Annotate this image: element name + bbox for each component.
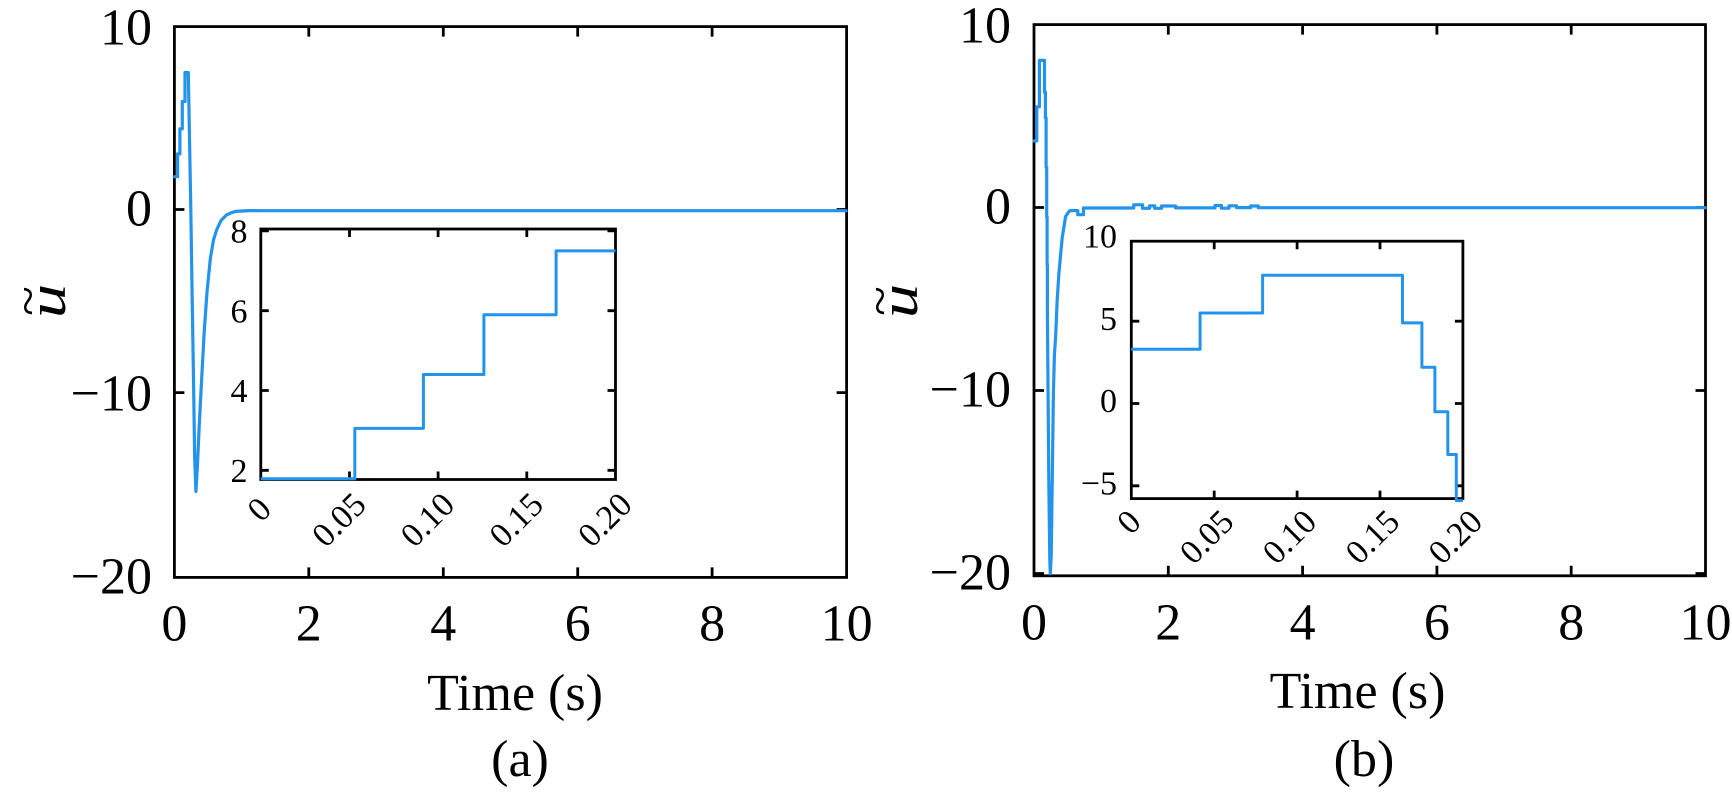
svg-text:u: u <box>18 284 77 319</box>
svg-text:−10: −10 <box>71 366 152 423</box>
svg-text:0: 0 <box>161 595 187 652</box>
svg-text:6: 6 <box>231 293 248 330</box>
svg-text:u: u <box>870 284 929 319</box>
svg-text:0: 0 <box>1021 595 1047 652</box>
svg-text:5: 5 <box>1100 301 1117 338</box>
svg-text:10: 10 <box>959 0 1011 54</box>
svg-text:0: 0 <box>985 178 1011 235</box>
svg-text:~: ~ <box>854 286 908 316</box>
svg-text:(b): (b) <box>1334 731 1395 788</box>
svg-text:~: ~ <box>2 286 56 316</box>
svg-text:8: 8 <box>699 595 725 652</box>
svg-text:(a): (a) <box>491 731 549 788</box>
svg-text:−10: −10 <box>930 361 1011 418</box>
svg-text:10: 10 <box>100 0 152 56</box>
svg-text:−5: −5 <box>1081 466 1117 503</box>
svg-text:4: 4 <box>430 595 456 652</box>
svg-text:4: 4 <box>1290 595 1316 652</box>
svg-text:10: 10 <box>1680 595 1732 652</box>
svg-text:Time (s): Time (s) <box>1270 663 1446 720</box>
svg-text:10: 10 <box>1083 219 1117 256</box>
svg-text:0: 0 <box>1100 383 1117 420</box>
svg-text:2: 2 <box>296 595 322 652</box>
svg-text:8: 8 <box>231 214 248 251</box>
svg-text:6: 6 <box>565 595 591 652</box>
svg-text:6: 6 <box>1424 595 1450 652</box>
svg-text:10: 10 <box>821 595 873 652</box>
svg-text:2: 2 <box>1155 595 1181 652</box>
svg-text:0: 0 <box>126 180 152 237</box>
svg-text:4: 4 <box>231 373 248 410</box>
svg-text:−20: −20 <box>71 549 152 606</box>
svg-text:Time (s): Time (s) <box>427 665 603 722</box>
svg-text:2: 2 <box>231 453 248 490</box>
svg-text:−20: −20 <box>930 544 1011 601</box>
svg-text:8: 8 <box>1558 595 1584 652</box>
